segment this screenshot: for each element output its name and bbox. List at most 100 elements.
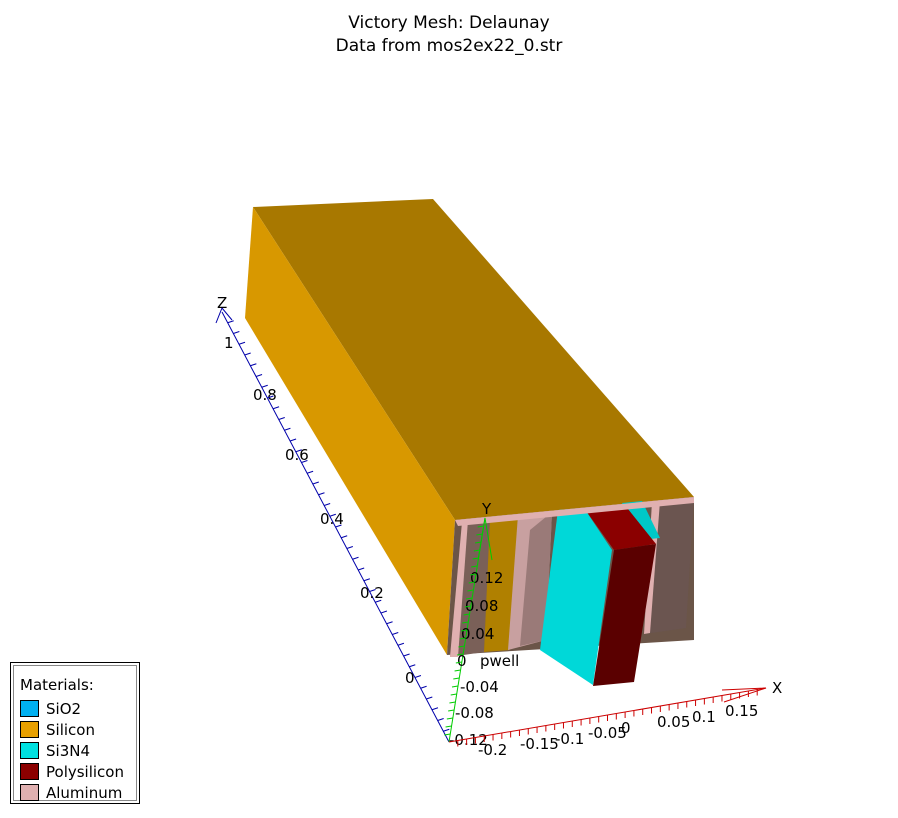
- legend-swatch: [20, 742, 39, 759]
- axis-tick-mark: [459, 637, 466, 640]
- axis-tick-mark: [420, 685, 427, 689]
- axis-tick-mark: [306, 470, 314, 474]
- legend-label: Silicon: [46, 720, 95, 739]
- axis-tick-mark: [403, 653, 410, 657]
- axis-tick-mark: [446, 717, 453, 720]
- y-axis: Y 0.12 0.08 0.04 0 -0.04 -0.08 -0.12: [448, 500, 503, 749]
- legend-swatch: [20, 721, 39, 738]
- axis-tick-mark: [475, 541, 482, 544]
- plot-title: Victory Mesh: Delaunay: [348, 13, 550, 33]
- aluminum-mid-shadow: [520, 512, 552, 646]
- oxide-rim: [455, 497, 694, 526]
- axis-tick-mark: [453, 677, 460, 680]
- axis-tick-mark: [397, 642, 405, 646]
- y-tick-0.08: 0.08: [465, 597, 498, 615]
- axis-tick-mark: [295, 449, 302, 453]
- axis-tick-mark: [238, 341, 246, 345]
- silicon-top-face: [253, 199, 694, 520]
- y-tick-0: 0: [457, 652, 467, 670]
- axis-tick-mark: [352, 556, 359, 560]
- x-tick-neg0.05: -0.05: [588, 724, 627, 742]
- x-tick-neg0.2: -0.2: [478, 741, 507, 759]
- legend-item-silicon: Silicon: [20, 719, 124, 740]
- legend-label: Aluminum: [46, 783, 123, 802]
- x-tick-neg0.15: -0.15: [520, 735, 559, 753]
- x-tick-0.15: 0.15: [725, 702, 758, 720]
- axis-tick-mark: [329, 513, 336, 517]
- legend-item-si3n4: Si3N4: [20, 740, 124, 761]
- axis-tick-mark: [369, 589, 376, 592]
- axis-tick-mark: [284, 427, 291, 431]
- axis-tick-mark: [386, 621, 393, 625]
- axis-tick-mark: [454, 669, 461, 672]
- axis-tick-mark: [444, 733, 451, 736]
- legend-item-sio2: SiO2: [20, 698, 124, 719]
- axis-tick-mark: [471, 565, 478, 568]
- axis-tick-mark: [450, 693, 457, 696]
- axis-tick-mark: [466, 597, 473, 600]
- axis-tick-mark: [445, 725, 452, 728]
- axis-tick-mark: [477, 525, 484, 528]
- axis-tick-mark: [467, 589, 474, 592]
- z-tick-0.6: 0.6: [285, 446, 309, 464]
- legend-swatch: [20, 700, 39, 717]
- axis-tick-mark: [458, 645, 465, 648]
- axis-tick-mark: [469, 573, 477, 576]
- y-tick-0.04: 0.04: [461, 625, 494, 643]
- legend-item-polysilicon: Polysilicon: [20, 761, 124, 782]
- axis-tick-mark: [244, 352, 251, 356]
- z-tick-1: 1: [224, 334, 234, 352]
- legend-label: Si3N4: [46, 741, 90, 760]
- axis-tick-mark: [250, 363, 257, 367]
- axis-tick-mark: [312, 481, 319, 485]
- x-axis-label: X: [772, 679, 782, 697]
- polysilicon-gate-top: [584, 504, 656, 550]
- axis-tick-mark: [426, 696, 433, 700]
- axis-tick-mark: [448, 709, 455, 712]
- axis-tick-mark: [261, 384, 268, 388]
- axis-tick-mark: [380, 610, 388, 614]
- axis-tick-mark: [346, 546, 354, 549]
- axis-tick-mark: [431, 707, 439, 711]
- axis-tick-mark: [457, 653, 464, 656]
- y-tick-neg0.04: -0.04: [460, 678, 499, 696]
- axis-tick-mark: [233, 331, 240, 334]
- axis-tick-mark: [227, 320, 234, 324]
- silicon-side-face: [245, 207, 455, 655]
- axis-tick-mark: [289, 438, 297, 442]
- axis-tick-mark: [323, 503, 331, 506]
- z-tick-0.2: 0.2: [360, 584, 384, 602]
- axis-tick-mark: [301, 460, 308, 463]
- x-tick-neg0.1: -0.1: [555, 730, 584, 748]
- axis-tick-mark: [451, 685, 459, 688]
- axis-tick-mark: [464, 605, 471, 608]
- axis-tick-mark: [267, 395, 274, 399]
- axis-tick-mark: [363, 578, 371, 582]
- aluminum-left-edge: [450, 520, 468, 657]
- axis-tick-mark: [409, 664, 416, 668]
- axis-tick-mark: [414, 675, 422, 678]
- legend-label: Polysilicon: [46, 762, 124, 781]
- materials-legend: Materials: SiO2 Silicon Si3N4 Polysilicon Al…: [10, 662, 140, 804]
- legend-title: Materials:: [20, 676, 94, 694]
- axis-tick-mark: [473, 549, 480, 552]
- axis-tick-mark: [358, 567, 365, 571]
- axis-tick-mark: [341, 535, 348, 539]
- x-axis: X -0.2 -0.15 -0.1 -0.05 0 0.05 0.1 0.15: [448, 679, 782, 759]
- legend-swatch: [20, 784, 39, 801]
- axis-tick-mark: [468, 581, 475, 584]
- z-axis-label: Z: [217, 294, 227, 312]
- polysilicon-gate-front: [593, 544, 656, 686]
- plot-subtitle: Data from mos2ex22_0.str: [335, 36, 563, 56]
- legend-label: SiO2: [46, 699, 82, 718]
- axis-tick-mark: [460, 629, 468, 632]
- axis-tick-mark: [472, 557, 479, 560]
- legend-item-aluminum: Aluminum: [20, 782, 124, 803]
- axis-tick-mark: [335, 524, 342, 528]
- axis-tick-mark: [463, 613, 470, 616]
- x-tick-0: 0: [621, 719, 631, 737]
- axis-tick-mark: [318, 492, 325, 496]
- axis-tick-mark: [449, 701, 456, 704]
- z-tick-0: 0: [405, 669, 415, 687]
